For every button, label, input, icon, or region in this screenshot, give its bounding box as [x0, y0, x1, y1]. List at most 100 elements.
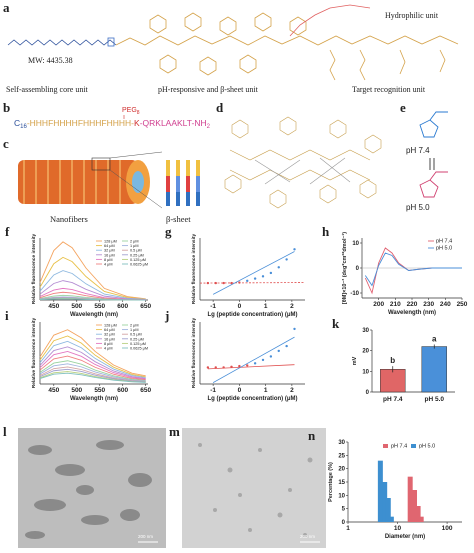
legend-label: 1 μM [130, 244, 139, 248]
x-tick-label: 1 [346, 525, 350, 532]
data-point [285, 344, 288, 348]
y-axis-label: Percentage (%) [328, 462, 334, 502]
line-series [39, 350, 146, 380]
y-tick-label: 20 [338, 467, 345, 473]
x-tick-label: 550 [94, 303, 105, 310]
imidazole-structures [419, 111, 448, 198]
fit-line [199, 282, 306, 284]
x-tick-label: 500 [71, 303, 82, 310]
y-tick-label: 20 [362, 349, 369, 355]
data-point [222, 281, 225, 285]
x-axis-label: Diameter (nm) [385, 534, 425, 540]
data-point [285, 258, 288, 261]
legend-label: pH 5.0 [419, 444, 435, 450]
bar [418, 516, 424, 522]
fit-line [212, 251, 295, 295]
y-tick-label: 10 [352, 241, 359, 247]
tem-image-m [182, 428, 326, 548]
line-series [39, 340, 146, 379]
x-tick-label: 250 [457, 301, 468, 308]
bar [421, 346, 447, 393]
sheet-structure [224, 116, 382, 209]
annotation: b [390, 356, 395, 365]
y-axis-label: [θM]×10⁻³ (deg*cm²*dmol⁻¹) [341, 232, 348, 304]
x-tick-label: 0 [238, 303, 242, 310]
data-point [246, 279, 249, 283]
legend-label: 4 μM [104, 347, 113, 351]
data-point [277, 349, 280, 353]
seq-k: K [134, 118, 140, 128]
panel-label: g [165, 224, 172, 239]
data-point [214, 281, 217, 285]
y-tick-label: 25 [338, 453, 345, 459]
x-tick-label: 1 [264, 387, 268, 394]
bar [407, 476, 413, 522]
bar [377, 460, 383, 522]
peg: PEG [122, 107, 137, 114]
legend-swatch [383, 444, 388, 448]
legend-label: 2 μM [130, 240, 139, 244]
y-tick-label: 5 [342, 507, 346, 513]
panel-label: a [3, 0, 10, 15]
bar [412, 490, 418, 522]
legend-label: pH 5.0 [436, 246, 452, 252]
data-point [206, 366, 210, 369]
seq-main: -HHHFHHHHFHHHFHHHH- [27, 118, 134, 128]
data-point [222, 366, 225, 369]
panel-label: i [5, 308, 9, 323]
scale-bar-label: 200 nm [138, 534, 153, 539]
bar [388, 516, 394, 522]
legend-label: 0.5 μM [130, 249, 142, 253]
y-tick-label: 10 [362, 369, 369, 375]
x-axis-label: Wavelength (nm) [388, 310, 436, 316]
panel-label: h [322, 224, 330, 239]
legend-label: 0.125 μM [130, 258, 146, 262]
line-series [39, 280, 146, 301]
x-tick-label: 600 [117, 303, 128, 310]
core-label: Self-assembling core unit [6, 85, 89, 94]
x-tick-label: 650 [140, 387, 151, 394]
legend-label: 128 μM [104, 240, 117, 244]
x-tick-label: 200 [373, 301, 384, 308]
fit-line [207, 364, 295, 370]
y-tick-label: 0 [356, 266, 360, 272]
fit-line [212, 336, 295, 383]
legend-label: 0.0625 μM [130, 263, 148, 267]
line-series [39, 372, 146, 383]
legend-label: 32 μM [104, 333, 115, 337]
sheet-label: β-sheet [166, 214, 191, 224]
line-series [39, 366, 146, 382]
nanofibers-label: Nanofibers [50, 214, 88, 224]
y-tick-label: 0 [366, 390, 370, 396]
line-series [39, 360, 146, 381]
annotation: a [432, 334, 437, 343]
x-tick-label: -1 [210, 387, 216, 394]
y-axis-label: Relative fluorescence intensity [191, 317, 197, 388]
data-point [246, 364, 249, 367]
bar [415, 506, 421, 522]
legend-label: 0.125 μM [130, 342, 146, 346]
panel-label: b [3, 100, 10, 115]
x-tick-label: 550 [94, 387, 105, 394]
y-tick-label: 10 [338, 493, 345, 499]
x-tick-label: 650 [140, 303, 151, 310]
panel-label: c [3, 136, 9, 151]
panel-label: n [308, 428, 316, 443]
data-point [269, 355, 273, 358]
data-point [230, 281, 233, 285]
line-series [39, 346, 146, 379]
panel-label: f [5, 224, 10, 239]
tem-image-l [18, 428, 166, 548]
x-tick-label: 10 [394, 525, 402, 532]
legend-label: 0.0625 μM [130, 347, 148, 351]
x-tick-label: 220 [407, 301, 418, 308]
data-point [277, 266, 280, 269]
y-tick-label: 0 [342, 520, 346, 526]
legend-label: 32 μM [104, 249, 115, 253]
data-point [253, 277, 257, 280]
y-axis-label: Relative fluorescence intensity [191, 233, 197, 304]
line-series [39, 363, 146, 382]
line-series [364, 247, 462, 295]
